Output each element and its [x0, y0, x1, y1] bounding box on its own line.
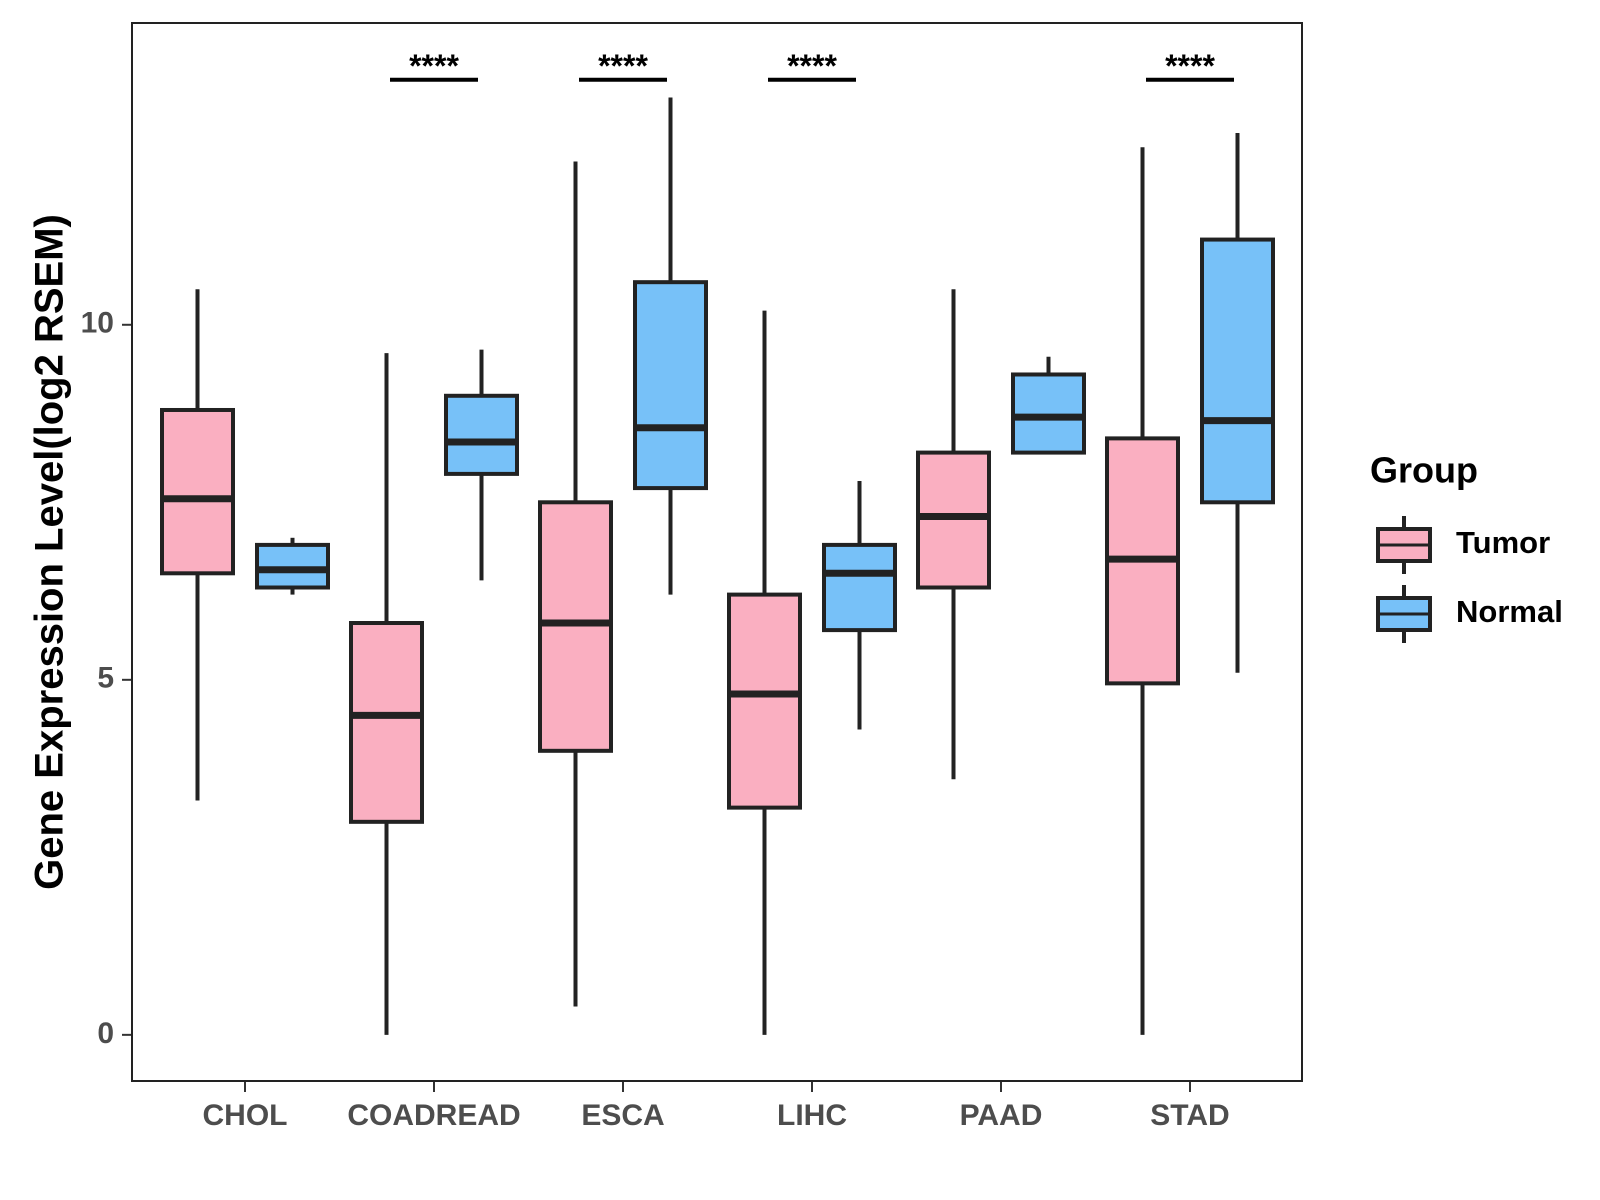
significance-label: **** [787, 48, 837, 84]
box-normal-esca [633, 97, 708, 595]
x-tick-label: STAD [1150, 1099, 1229, 1132]
box-normal-paad [1011, 356, 1086, 455]
y-tick-label: 5 [97, 662, 114, 695]
x-tick-label: COADREAD [347, 1099, 520, 1132]
y-tick-label: 10 [81, 307, 114, 340]
box-tumor-coadread-box [349, 621, 424, 824]
legend-title: Group [1370, 450, 1478, 491]
box-normal-coadread-box [444, 393, 519, 476]
box-normal-lihc [822, 480, 897, 730]
box-normal-stad [1200, 133, 1275, 673]
legend-label: Normal [1456, 594, 1563, 629]
plot-panel-border [131, 22, 1303, 1082]
box-tumor-lihc [727, 310, 802, 1035]
legend-item-tumor: Tumor [1376, 516, 1550, 574]
box-tumor-paad-box [916, 450, 991, 590]
y-axis-title: Gene Expression Level(log2 RSEM) [28, 214, 72, 890]
box-normal-chol-box [255, 542, 330, 590]
y-tick-label: 0 [97, 1017, 114, 1050]
box-normal-lihc-box [822, 542, 897, 633]
box-tumor-chol-box [160, 407, 235, 576]
x-tick-label: ESCA [581, 1099, 664, 1132]
significance-label: **** [409, 48, 459, 84]
x-tick-label: CHOL [203, 1099, 288, 1132]
box-normal-paad-box [1011, 372, 1086, 455]
significance-label: **** [598, 48, 648, 84]
box-normal-esca-box [633, 280, 708, 491]
significance-label: **** [1165, 48, 1215, 84]
x-tick-label: PAAD [960, 1099, 1043, 1132]
legend: Group Tumor Normal [1370, 450, 1563, 643]
box-normal-coadread [444, 349, 519, 581]
series-normal [255, 97, 1275, 730]
box-tumor-stad [1105, 147, 1180, 1035]
series-tumor [160, 147, 1180, 1035]
box-tumor-paad [916, 289, 991, 780]
box-tumor-esca [538, 161, 613, 1007]
box-tumor-coadread [349, 353, 424, 1035]
box-tumor-esca-box [538, 500, 613, 753]
box-normal-stad-box [1200, 237, 1275, 505]
box-normal-chol [255, 537, 330, 595]
x-tick-label: LIHC [777, 1099, 847, 1132]
legend-item-normal: Normal [1376, 585, 1563, 643]
plot-layer: 0 5 10 CHOL COADREAD ESCA LIHC PAAD STAD **** ****… [81, 48, 1275, 1132]
box-tumor-lihc-box [727, 592, 802, 810]
legend-label: Tumor [1456, 525, 1550, 560]
box-tumor-chol [160, 289, 235, 801]
